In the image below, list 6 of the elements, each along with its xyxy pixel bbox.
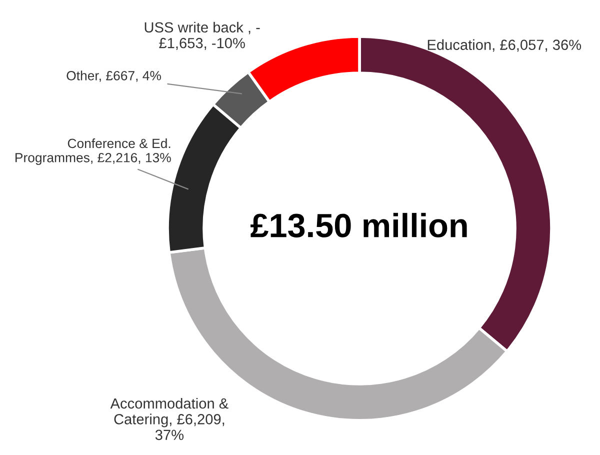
slice-label: Accommodation & Catering, £6,209, 37% [110, 398, 228, 440]
slice-label: Education, £6,057, 36% [428, 39, 582, 52]
slice-label: Conference & Ed. Programmes, £2,216, 13% [16, 138, 171, 165]
slice-label: USS write back , - £1,653, -10% [144, 22, 260, 50]
slice-label: Other, £667, 4% [66, 70, 161, 82]
text: £13.50 million [250, 212, 467, 238]
